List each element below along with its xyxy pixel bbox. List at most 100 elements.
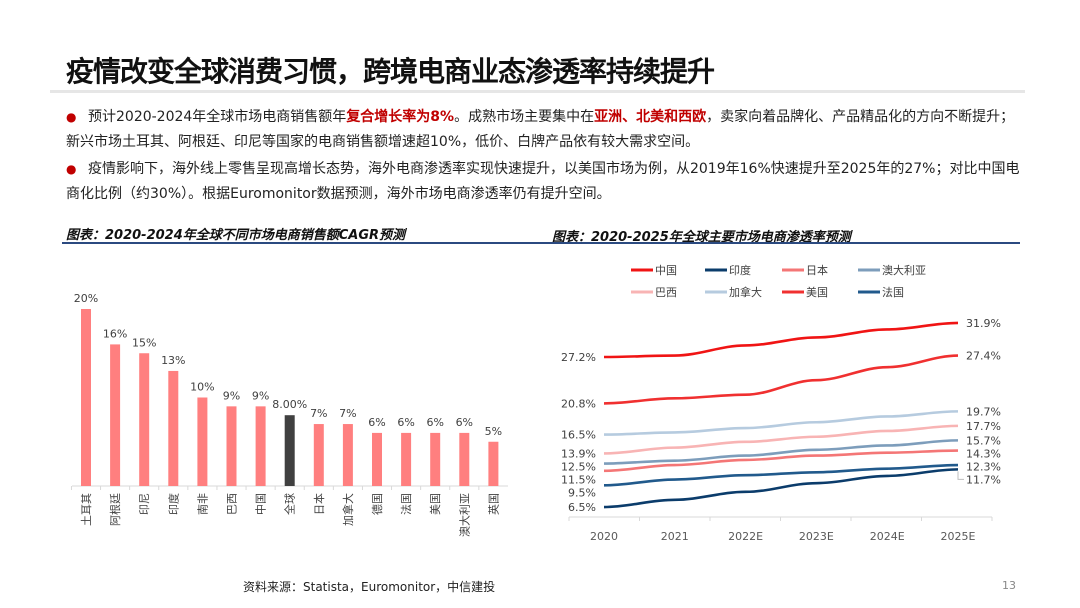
category-label: 巴西 <box>226 493 239 515</box>
caption-divider <box>62 242 1020 244</box>
data-label: 9% <box>223 389 240 402</box>
x-tick-label: 2024E <box>870 530 905 543</box>
bar-阿根廷 <box>110 344 121 486</box>
right-chart-caption: 图表：2020-2025年全球主要市场电商渗透率预测 <box>552 230 851 245</box>
bar-法国 <box>401 432 412 486</box>
legend-label: 美国 <box>806 286 828 299</box>
series-line-法国 <box>603 463 959 487</box>
bullet-2: ● 疫情影响下，海外线上零售呈现高增长态势，海外电商渗透率实现快速提升，以美国市… <box>66 157 1026 207</box>
end-value-label: 27.4% <box>966 350 1001 363</box>
leader-line <box>957 471 964 480</box>
series-line-巴西 <box>603 424 959 455</box>
legend-label: 日本 <box>806 263 828 277</box>
page-title: 疫情改变全球消费习惯，跨境电商业态渗透率持续提升 <box>66 55 715 88</box>
title-divider <box>50 90 1025 93</box>
end-value-label: 31.9% <box>966 317 1001 330</box>
category-label: 土耳其 <box>80 493 93 526</box>
category-label: 印尼 <box>138 493 151 515</box>
start-value-label: 9.5% <box>568 486 596 499</box>
start-value-label: 6.5% <box>568 501 596 514</box>
bullet-list: ● 预计2020-2024年全球市场电商销售额年复合增长率为8%。成熟市场主要集… <box>66 105 1026 209</box>
x-tick-label: 2022E <box>728 530 763 543</box>
category-label: 加拿大 <box>341 493 355 526</box>
legend-label: 印度 <box>729 263 751 277</box>
x-tick-label: 2023E <box>799 530 834 543</box>
category-label: 美国 <box>429 493 442 515</box>
data-label: 10% <box>190 381 214 394</box>
bar-巴西 <box>226 406 237 486</box>
x-tick-label: 2025E <box>941 530 976 543</box>
category-label: 全球 <box>283 493 297 515</box>
x-tick-label: 2020 <box>590 530 618 543</box>
data-label: 13% <box>161 354 185 367</box>
start-value-label: 11.5% <box>561 473 596 486</box>
data-label: 15% <box>132 336 156 349</box>
x-tick-label: 2021 <box>661 530 689 543</box>
data-label: 5% <box>485 425 502 438</box>
bar-德国 <box>372 432 382 486</box>
series-line-加拿大 <box>603 410 959 436</box>
bar-加拿大 <box>342 424 353 486</box>
legend-label: 巴西 <box>655 286 677 299</box>
data-label: 6% <box>368 416 385 429</box>
start-value-label: 27.2% <box>561 351 596 364</box>
text-segment: 疫情影响下，海外线上零售呈现高增长态势，海外电商渗透率实现快速提升，以美国市场为… <box>66 161 1020 202</box>
bar-全球 <box>284 415 295 486</box>
category-label: 中国 <box>255 493 268 515</box>
data-label: 7% <box>339 407 356 420</box>
end-value-label: 11.7% <box>966 473 1001 486</box>
end-value-label: 12.3% <box>966 460 1001 473</box>
text-segment: ，卖家向着品牌化、产品精品化的方向不断提升；新兴市场土耳其、阿根廷、印尼等国家的… <box>66 109 1015 150</box>
start-value-label: 12.5% <box>561 460 596 473</box>
cagr-bar-chart: 20% 土耳其 16% 阿根廷 15% 印尼 13% 印度 10% 南非 9% 巴西 9% 中国 8.00%… <box>70 292 508 537</box>
text-segment: 。成熟市场主要集中在 <box>454 109 595 125</box>
left-chart-caption: 图表：2020-2024年全球不同市场电商销售额CAGR预测 <box>66 228 406 243</box>
source-note: 资料来源：Statista，Euromonitor，中信建投 <box>243 580 496 594</box>
series-line-中国 <box>603 321 959 359</box>
bullet-text: 预计2020-2024年全球市场电商销售额年复合增长率为8%。成熟市场主要集中在… <box>66 105 1026 155</box>
category-label: 英国 <box>486 493 500 515</box>
category-label: 法国 <box>399 493 413 515</box>
end-value-label: 14.3% <box>966 447 1001 460</box>
highlight-text: 复合增长率为8% <box>346 109 455 125</box>
start-value-label: 20.8% <box>561 397 596 410</box>
bullet-1: ● 预计2020-2024年全球市场电商销售额年复合增长率为8%。成熟市场主要集… <box>66 105 1026 155</box>
data-label: 8.00% <box>272 398 307 411</box>
legend-label: 澳大利亚 <box>882 263 926 277</box>
data-label: 9% <box>252 389 269 402</box>
end-value-label: 15.7% <box>966 434 1001 447</box>
category-label: 印度 <box>166 493 180 515</box>
bar-土耳其 <box>81 309 91 486</box>
bar-中国 <box>255 406 266 486</box>
data-label: 6% <box>456 416 473 429</box>
series-line-澳大利亚 <box>603 439 959 465</box>
category-label: 阿根廷 <box>108 493 122 526</box>
highlight-text: 亚洲、北美和西欧 <box>594 109 707 125</box>
series-line-印度 <box>603 468 959 509</box>
data-label: 7% <box>310 407 327 420</box>
series-line-美国 <box>603 354 959 405</box>
bar-澳大利亚 <box>459 432 470 486</box>
series-line-日本 <box>603 449 959 473</box>
start-value-label: 16.5% <box>561 429 596 442</box>
data-label: 6% <box>397 416 414 429</box>
bar-印度 <box>168 370 179 486</box>
start-value-label: 13.9% <box>561 447 596 460</box>
bar-南非 <box>197 397 208 486</box>
legend-label: 法国 <box>882 285 904 299</box>
bar-美国 <box>430 432 441 486</box>
legend-label: 加拿大 <box>729 285 762 299</box>
category-label: 日本 <box>312 493 326 515</box>
data-label: 6% <box>426 416 443 429</box>
category-label: 南非 <box>196 493 209 515</box>
end-value-label: 17.7% <box>966 420 1001 433</box>
bar-日本 <box>313 424 324 486</box>
data-label: 16% <box>103 327 127 340</box>
bullet-icon: ● <box>66 110 77 124</box>
text-segment: 预计2020-2024年全球市场电商销售额年 <box>88 109 347 125</box>
end-value-label: 19.7% <box>966 405 1001 418</box>
bar-英国 <box>488 441 499 486</box>
data-label: 20% <box>74 292 98 305</box>
